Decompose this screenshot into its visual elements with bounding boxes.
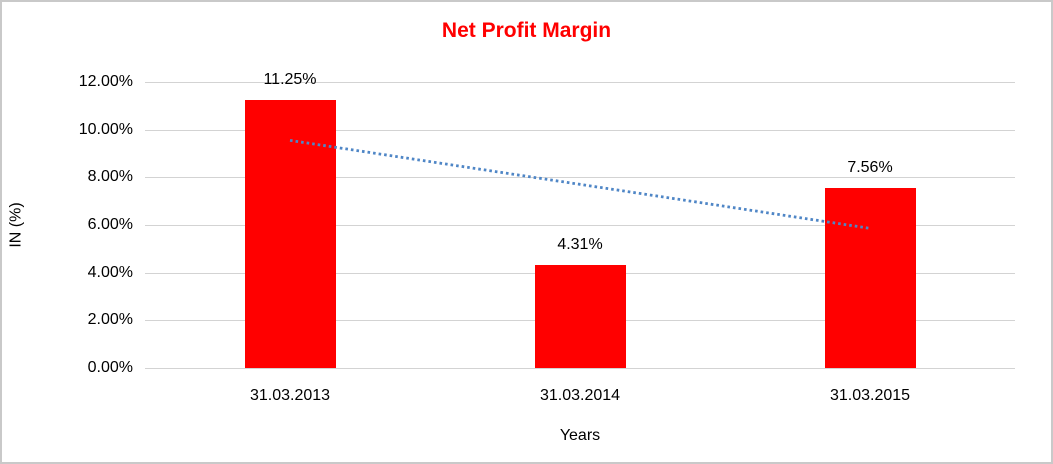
- bar-31.03.2015: [824, 187, 916, 368]
- y-tick-label: 12.00%: [78, 73, 133, 90]
- x-tick-label: 31.03.2015: [829, 387, 911, 404]
- data-label: 11.25%: [263, 70, 317, 88]
- gridline: [145, 82, 1015, 83]
- data-label: 7.56%: [847, 158, 893, 176]
- y-tick-label: 0.00%: [87, 359, 133, 376]
- plot-area: 11.25% 4.31% 7.56%: [145, 71, 1015, 369]
- bar-31.03.2013: [244, 99, 336, 368]
- y-tick-label: 6.00%: [87, 216, 133, 233]
- bar-31.03.2014: [534, 265, 626, 368]
- y-tick-label: 4.00%: [87, 263, 133, 281]
- y-tick-label: 10.00%: [78, 120, 133, 138]
- chart-title: Net Profit Margin: [441, 19, 612, 42]
- gridline: [145, 368, 1015, 369]
- y-tick-label: 2.00%: [87, 311, 133, 329]
- y-tick-label: 8.00%: [87, 168, 133, 186]
- x-tick-label: 31.03.2014: [539, 387, 621, 404]
- x-tick-label: 31.03.2013: [249, 387, 331, 404]
- gridline: [145, 129, 1015, 131]
- x-axis-title: Years: [559, 427, 601, 444]
- data-label: 4.31%: [557, 236, 603, 254]
